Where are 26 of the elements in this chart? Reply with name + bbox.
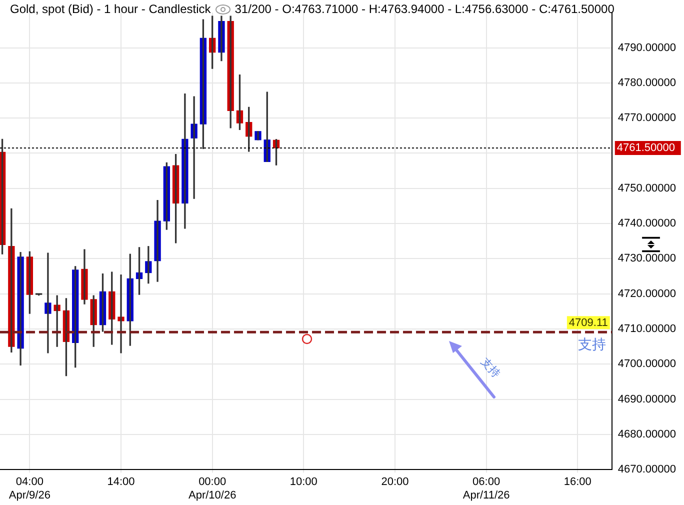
x-tick-label: 06:00 Apr/11/26 (462, 476, 510, 502)
y-tick-label: 4680.00000 (618, 428, 676, 440)
y-tick-label: 4720.00000 (618, 288, 676, 300)
chart-title: Gold, spot (Bid) - 1 hour - Candlestick (10, 2, 211, 16)
x-tick-label: 00:00 Apr/10/26 (188, 476, 236, 502)
candlestick (254, 131, 262, 140)
chart-subtitle: 31/200 - O:4763.71000 - H:4763.94000 - L:4756.63000 - C:4761.50000 (234, 2, 614, 16)
ref-line-label: 4709.11 (568, 317, 608, 330)
x-tick-label: 10:00 (290, 476, 318, 488)
x-tick-label: 16:00 (564, 476, 592, 488)
x-tick-label: 04:00 Apr/9/26 (8, 476, 50, 502)
y-tick-label: 4780.00000 (618, 76, 676, 89)
y-tick-label: 4770.00000 (618, 112, 676, 124)
y-tick-label: 4700.00000 (618, 358, 676, 370)
annotation: 支持 (578, 336, 606, 353)
y-tick-label: 4670.00000 (618, 464, 676, 476)
x-tick-label: 20:00 (381, 476, 409, 488)
y-tick-label: 4740.00000 (618, 218, 676, 230)
y-tick-label: 4690.00000 (618, 393, 676, 406)
x-tick-label: 14:00 (107, 476, 135, 488)
annotation: 支持 (478, 355, 503, 380)
y-tick-label: 4730.00000 (618, 252, 676, 265)
ref-line-label: 4761.50000 (616, 142, 676, 154)
y-tick-label: 4750.00000 (618, 182, 676, 194)
y-tick-label: 4710.00000 (618, 323, 676, 336)
y-tick-label: 4790.00000 (618, 42, 676, 54)
